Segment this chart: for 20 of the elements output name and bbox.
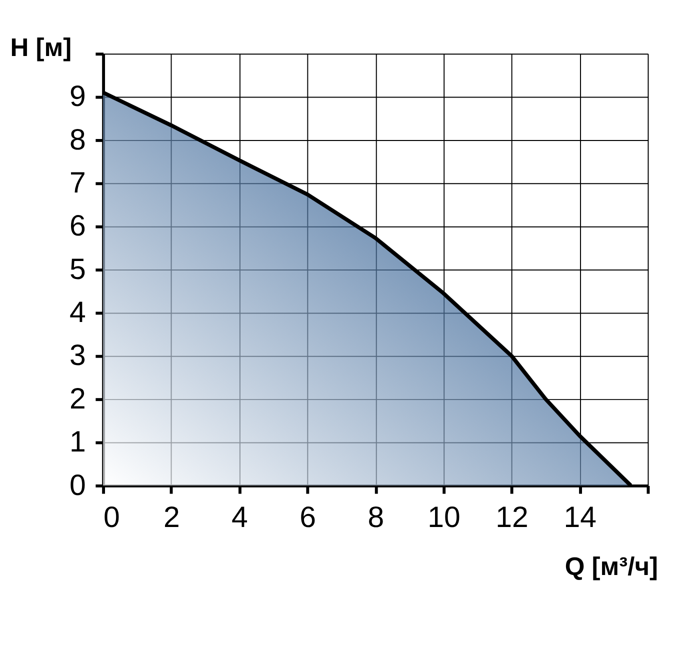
y-tick-label: 2 <box>70 382 86 416</box>
x-axis-title: Q [м³/ч] <box>564 553 658 582</box>
y-tick-label: 6 <box>70 210 86 243</box>
y-axis-title: H [м] <box>10 34 72 62</box>
x-tick-label: 2 <box>163 501 180 534</box>
x-tick-label: 10 <box>428 501 460 534</box>
x-tick-label: 12 <box>496 501 528 534</box>
y-tick-label: 9 <box>70 80 86 114</box>
x-tick-label: 6 <box>300 501 316 534</box>
x-tick-label: 4 <box>232 501 248 534</box>
y-tick-label: 3 <box>70 339 86 372</box>
x-tick-label: 8 <box>368 501 384 534</box>
x-tick-label: 14 <box>564 501 597 534</box>
y-tick-label: 0 <box>70 468 86 502</box>
y-tick-label: 5 <box>70 252 86 286</box>
y-tick-label: 4 <box>70 296 86 330</box>
x-tick-label: 0 <box>104 501 120 534</box>
y-tick-label: 1 <box>70 426 86 459</box>
y-tick-label: 7 <box>70 166 86 200</box>
y-tick-label: 8 <box>70 123 86 156</box>
